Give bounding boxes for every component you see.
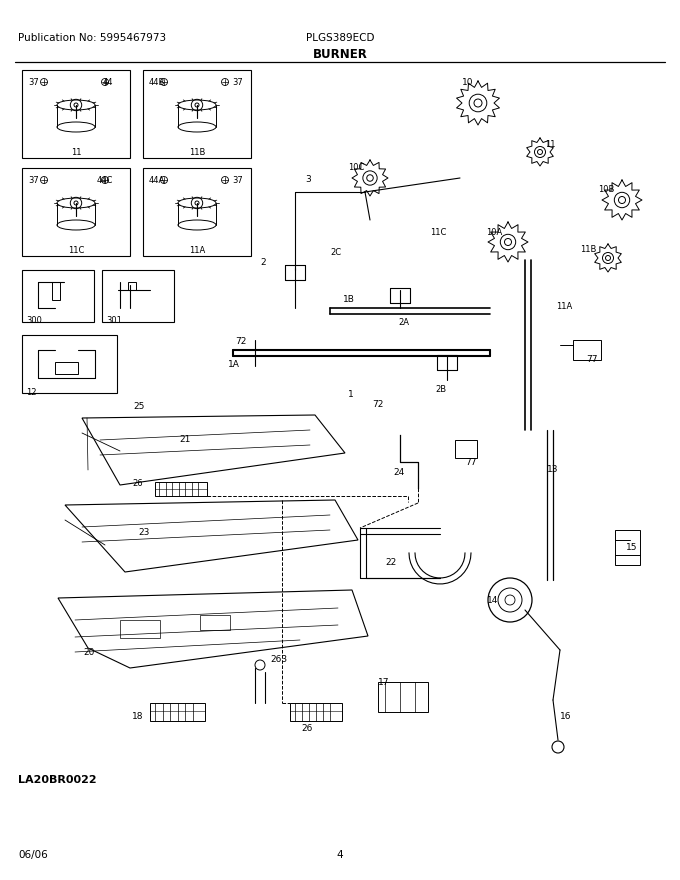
- Text: 37: 37: [233, 78, 243, 87]
- Bar: [55, 362, 78, 374]
- Bar: [143, 168, 251, 256]
- Text: 22: 22: [385, 558, 396, 567]
- Text: 2B: 2B: [435, 385, 446, 394]
- Text: 37: 37: [28, 176, 39, 185]
- Text: 26: 26: [133, 479, 143, 488]
- Bar: [52, 282, 60, 300]
- Text: 25: 25: [133, 402, 144, 411]
- Text: 14: 14: [487, 596, 498, 605]
- Text: 2A: 2A: [398, 318, 409, 327]
- Text: 23: 23: [138, 528, 150, 537]
- Bar: [22, 168, 130, 256]
- Text: 26: 26: [301, 724, 313, 733]
- Bar: [290, 703, 342, 721]
- Text: 44A: 44A: [149, 176, 165, 185]
- Text: 263: 263: [270, 655, 287, 664]
- Text: 1B: 1B: [343, 295, 355, 304]
- Text: 37: 37: [233, 176, 243, 185]
- Text: 37: 37: [28, 78, 39, 87]
- Text: 11B: 11B: [580, 245, 596, 254]
- Text: 12: 12: [26, 388, 37, 397]
- Text: 11B: 11B: [189, 148, 205, 157]
- Bar: [120, 620, 160, 638]
- Bar: [455, 440, 477, 458]
- Text: 3: 3: [305, 175, 311, 184]
- Text: 1: 1: [348, 390, 354, 399]
- Text: 2C: 2C: [330, 248, 341, 257]
- Bar: [200, 615, 230, 630]
- Text: 300: 300: [26, 316, 42, 325]
- Text: 10C: 10C: [348, 163, 364, 172]
- Text: 21: 21: [180, 435, 190, 444]
- Bar: [102, 270, 174, 322]
- Text: Publication No: 5995467973: Publication No: 5995467973: [18, 33, 166, 43]
- Text: 2: 2: [260, 258, 266, 267]
- Text: PLGS389ECD: PLGS389ECD: [306, 33, 374, 43]
- Bar: [573, 340, 601, 360]
- Text: 13: 13: [547, 465, 558, 474]
- Text: 11: 11: [545, 140, 556, 149]
- Text: 10B: 10B: [598, 185, 614, 194]
- Text: BURNER: BURNER: [313, 48, 367, 62]
- Text: 11: 11: [71, 148, 81, 157]
- Text: 06/06: 06/06: [18, 850, 48, 860]
- Bar: [155, 482, 207, 496]
- Bar: [615, 530, 640, 565]
- Text: 77: 77: [465, 458, 477, 467]
- Text: 17: 17: [378, 678, 390, 687]
- Text: 44B: 44B: [149, 78, 165, 87]
- Text: 44: 44: [103, 78, 113, 87]
- Text: 77: 77: [586, 355, 598, 364]
- Text: 10A: 10A: [486, 228, 503, 237]
- Text: 16: 16: [560, 712, 571, 721]
- Bar: [22, 70, 130, 158]
- Text: 20: 20: [83, 648, 95, 657]
- Bar: [143, 70, 251, 158]
- Text: 72: 72: [236, 337, 247, 346]
- Text: 15: 15: [626, 543, 638, 552]
- Bar: [22, 270, 94, 322]
- Text: 1A: 1A: [228, 360, 240, 369]
- Bar: [378, 682, 428, 712]
- Bar: [22, 335, 117, 393]
- Text: 72: 72: [372, 400, 384, 409]
- Text: 44C: 44C: [97, 176, 113, 185]
- Text: 4: 4: [337, 850, 343, 860]
- Bar: [128, 282, 136, 290]
- Text: 18: 18: [131, 712, 143, 721]
- Text: LA20BR0022: LA20BR0022: [18, 775, 97, 785]
- Text: 24: 24: [393, 468, 404, 477]
- Text: 11A: 11A: [189, 246, 205, 255]
- Text: 10: 10: [462, 78, 473, 87]
- Text: 301: 301: [106, 316, 122, 325]
- Bar: [150, 703, 205, 721]
- Text: 11C: 11C: [430, 228, 446, 237]
- Text: 11C: 11C: [68, 246, 84, 255]
- Text: 11A: 11A: [556, 302, 573, 311]
